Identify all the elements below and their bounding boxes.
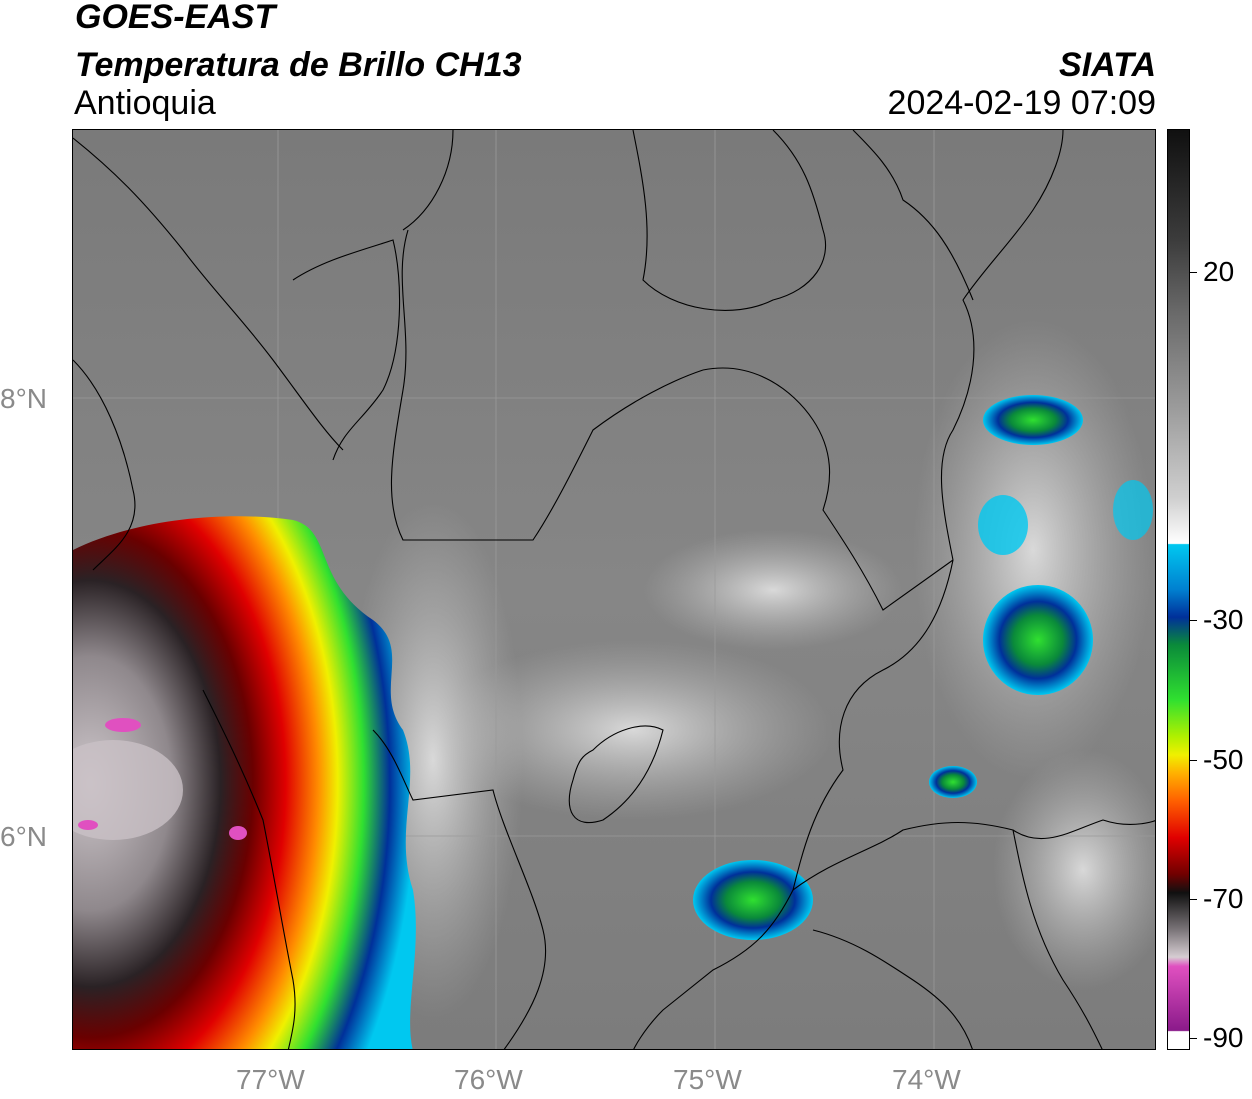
colorbar-label-20: 20 bbox=[1203, 256, 1235, 287]
colorbar-label-minus90: -90 bbox=[1203, 1022, 1244, 1053]
brightness-temperature-image bbox=[73, 130, 1155, 1049]
colorbar-tick-minus50 bbox=[1190, 760, 1197, 761]
timestamp-label: 2024-02-19 07:09 bbox=[887, 84, 1156, 122]
colorbar-tick-minus70 bbox=[1190, 899, 1197, 900]
product-title: Temperatura de Brillo CH13 bbox=[75, 46, 522, 84]
colorbar-tick-minus30 bbox=[1190, 620, 1197, 621]
lat-axis-label-6n: 6°N bbox=[0, 821, 47, 852]
lat-axis-label-8n: 8°N bbox=[0, 383, 47, 414]
organization-label: SIATA bbox=[1059, 46, 1156, 84]
region-label: Antioquia bbox=[74, 84, 216, 122]
colorbar-tick-minus90 bbox=[1190, 1038, 1197, 1039]
lon-axis-label-74w: 74°W bbox=[892, 1064, 961, 1095]
satellite-title: GOES-EAST bbox=[75, 0, 276, 36]
colorbar-gradient bbox=[1168, 130, 1189, 1049]
colorbar-label-minus70: -70 bbox=[1203, 883, 1244, 914]
lon-axis-label-77w: 77°W bbox=[236, 1064, 305, 1095]
satellite-map[interactable]: 8°N 6°N bbox=[72, 129, 1156, 1050]
colorbar-label-minus30: -30 bbox=[1203, 604, 1244, 635]
lon-axis-label-75w: 75°W bbox=[673, 1064, 742, 1095]
colorbar-label-minus50: -50 bbox=[1203, 744, 1244, 775]
lon-axis-label-76w: 76°W bbox=[454, 1064, 523, 1095]
colorbar-tick-20 bbox=[1190, 272, 1197, 273]
temperature-colorbar bbox=[1167, 129, 1190, 1050]
